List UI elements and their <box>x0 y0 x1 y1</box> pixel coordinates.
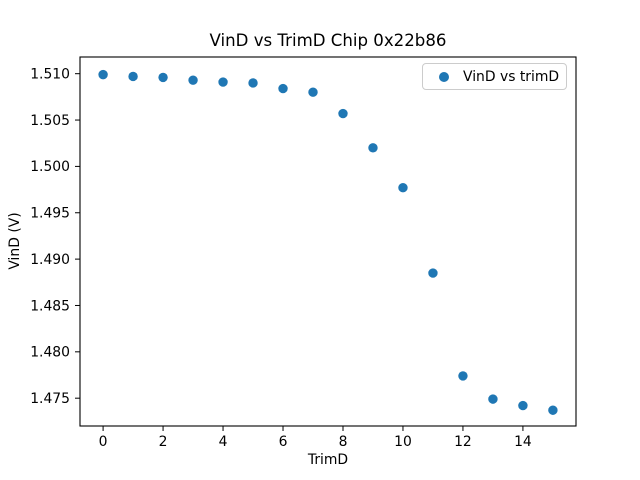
x-tick-label: 8 <box>339 434 348 450</box>
data-point <box>158 72 168 83</box>
data-point <box>308 87 318 97</box>
x-tick-label: 10 <box>394 434 412 450</box>
data-point <box>488 394 498 404</box>
x-axis-label: TrimD <box>307 452 349 468</box>
x-tick-label: 14 <box>514 434 532 450</box>
y-tick-label: 1.485 <box>30 298 70 314</box>
axes-frame <box>79 56 577 427</box>
data-point <box>98 69 108 80</box>
x-tick-label: 0 <box>99 434 108 450</box>
y-tick-label: 1.505 <box>30 113 70 129</box>
legend-label: VinD vs trimD <box>463 68 560 85</box>
data-point <box>128 71 138 82</box>
y-tick-label: 1.490 <box>30 252 70 268</box>
chart-title: VinD vs TrimD Chip 0x22b86 <box>209 31 447 50</box>
y-tick-label: 1.510 <box>30 66 70 82</box>
y-tick-label: 1.475 <box>30 391 70 407</box>
y-axis-label: VinD (V) <box>7 212 23 270</box>
legend: VinD vs trimD <box>422 63 567 90</box>
x-tick-label: 6 <box>279 434 288 450</box>
data-point <box>428 268 438 278</box>
x-tick-label: 2 <box>159 434 168 450</box>
x-tick-label: 4 <box>219 434 228 450</box>
data-point <box>398 183 408 193</box>
data-point <box>338 108 348 119</box>
data-point <box>248 78 258 88</box>
data-point <box>518 400 528 411</box>
legend-marker-icon <box>439 71 449 82</box>
y-tick-label: 1.495 <box>30 206 70 222</box>
y-tick-label: 1.500 <box>30 159 70 175</box>
data-point <box>458 371 468 381</box>
data-point <box>188 75 198 85</box>
data-point <box>278 83 288 94</box>
y-tick-label: 1.480 <box>30 345 70 361</box>
data-point <box>368 143 378 153</box>
x-tick-label: 12 <box>454 434 472 450</box>
data-point <box>218 77 228 87</box>
data-point <box>548 405 558 415</box>
